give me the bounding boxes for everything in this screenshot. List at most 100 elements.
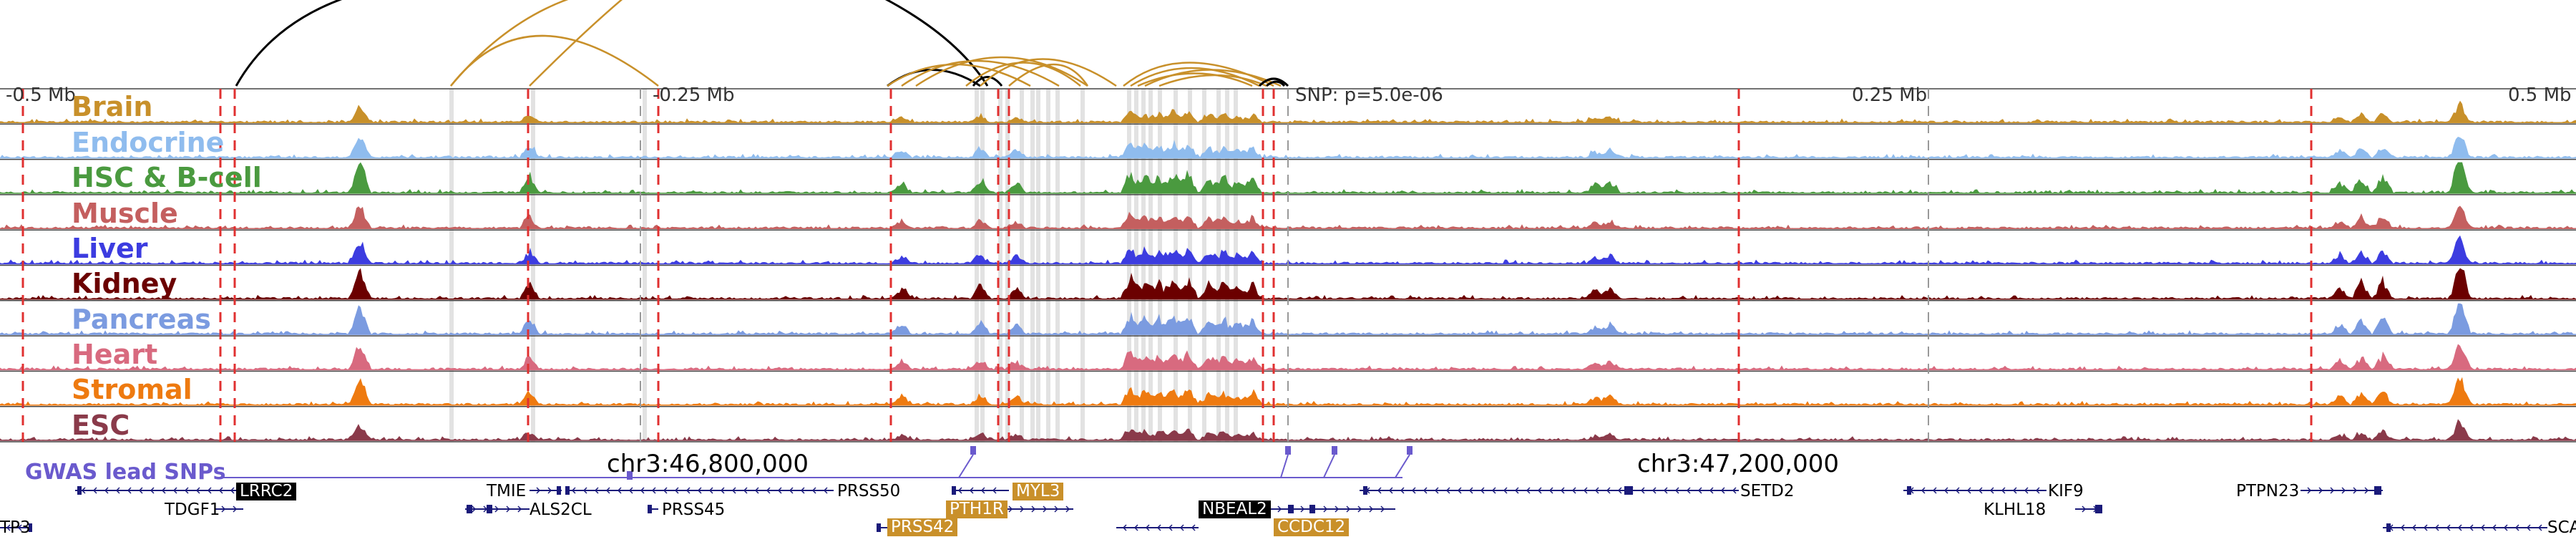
- ruler-label-right: 0.5 Mb: [2508, 84, 2572, 106]
- gene-label-setd2: SETD2: [1740, 482, 1795, 500]
- gene-label-prss50: PRSS50: [837, 482, 901, 500]
- strand-arrow: [2353, 487, 2358, 494]
- exon: [877, 523, 881, 532]
- strand-arrow: [2307, 487, 2312, 494]
- track-label-kidney: Kidney: [72, 268, 177, 299]
- strand-arrow: [777, 487, 782, 494]
- strand-arrow: [1594, 487, 1599, 494]
- snp-marker: [1332, 446, 1337, 455]
- gene-label-tp3: TP3: [0, 518, 31, 537]
- strand-arrow: [2001, 487, 2006, 494]
- strand-arrow: [1921, 487, 1926, 494]
- gene-label-nbeal2: NBEAL2: [1199, 500, 1271, 518]
- gene-label-klhl18: KLHL18: [1984, 500, 2046, 519]
- ruler-label-mid-right: 0.25 Mb: [1852, 84, 1928, 106]
- strand-arrow: [1335, 505, 1340, 513]
- gene-label-tdgf1: TDGF1: [165, 500, 220, 519]
- strand-arrow: [1369, 505, 1374, 513]
- strand-arrow: [1468, 487, 1473, 494]
- strand-arrow: [2035, 487, 2040, 494]
- track-label-endocrine: Endocrine: [72, 127, 225, 158]
- strand-arrow: [1537, 487, 1542, 494]
- track-label-heart: Heart: [72, 339, 158, 370]
- gene-model: [75, 486, 236, 495]
- strand-arrow: [1978, 487, 1983, 494]
- loop-arc: [1158, 74, 1267, 87]
- strand-arrow: [1560, 487, 1565, 494]
- track-label-liver: Liver: [72, 233, 148, 264]
- strand-arrow: [2457, 524, 2462, 531]
- strand-arrow: [2514, 524, 2519, 531]
- track-label-stromal: Stromal: [72, 374, 192, 405]
- strand-arrow: [1133, 524, 1138, 531]
- strand-arrow: [1031, 505, 1036, 513]
- strand-arrow: [2318, 487, 2323, 494]
- strand-arrow: [2341, 487, 2346, 494]
- track-label-hsc: HSC & B-cell: [72, 162, 262, 193]
- gene-label-tmie: TMIE: [487, 482, 527, 500]
- coordinate-label-left: chr3:46,800,000: [607, 450, 809, 478]
- strand-arrow: [1043, 505, 1048, 513]
- snp-connector: [958, 454, 974, 478]
- gene-model: [565, 486, 834, 495]
- gene-model: [215, 505, 243, 513]
- strand-arrow: [1571, 487, 1576, 494]
- strand-arrow: [1008, 505, 1013, 513]
- track-label-pancreas: Pancreas: [72, 304, 211, 335]
- strand-arrow: [1277, 505, 1282, 513]
- strand-arrow: [115, 487, 120, 494]
- exon: [1624, 486, 1633, 495]
- strand-arrow: [731, 487, 736, 494]
- strand-arrow: [980, 487, 985, 494]
- strand-arrow: [517, 505, 522, 513]
- strand-arrow: [2480, 524, 2485, 531]
- gene-model: [530, 486, 562, 495]
- strand-arrow: [17, 524, 22, 531]
- strand-arrow: [1357, 505, 1362, 513]
- strand-arrow: [1663, 487, 1668, 494]
- strand-arrow: [2526, 524, 2531, 531]
- strand-arrow: [536, 487, 541, 494]
- gene-label-pth1r: PTH1R: [946, 500, 1008, 518]
- loop-arc: [235, 0, 343, 87]
- gene-label-lrrc2: LRRC2: [236, 483, 297, 500]
- strand-arrow: [2492, 524, 2497, 531]
- strand-arrow: [605, 487, 610, 494]
- track-label-esc: ESC: [72, 410, 130, 441]
- strand-arrow: [1966, 487, 1971, 494]
- strand-arrow: [138, 487, 143, 494]
- strand-arrow: [506, 505, 511, 513]
- gene-models: [0, 486, 2547, 532]
- strand-arrow: [628, 487, 633, 494]
- snp-marker: [1407, 446, 1413, 455]
- track-label-muscle: Muscle: [72, 198, 178, 229]
- strand-arrow: [1323, 505, 1328, 513]
- strand-arrow: [172, 487, 177, 494]
- strand-arrow: [494, 505, 499, 513]
- strand-arrow: [1943, 487, 1948, 494]
- strand-arrow: [1732, 487, 1737, 494]
- strand-arrow: [708, 487, 713, 494]
- strand-arrow: [1179, 524, 1184, 531]
- strand-arrow: [957, 487, 962, 494]
- gene-model: [465, 505, 530, 513]
- gene-model: [1002, 505, 1073, 513]
- strand-arrow: [992, 487, 997, 494]
- gwas-snp-track: [215, 446, 1413, 480]
- strand-arrow: [1445, 487, 1450, 494]
- gene-label-als2cl: ALS2CL: [530, 500, 592, 519]
- strand-arrow: [1617, 487, 1622, 494]
- strand-arrow: [720, 487, 725, 494]
- strand-arrow: [1380, 505, 1385, 513]
- strand-arrow: [2434, 524, 2439, 531]
- strand-arrow: [218, 487, 223, 494]
- strand-arrow: [571, 487, 576, 494]
- strand-arrow: [104, 487, 109, 494]
- strand-arrow: [2364, 487, 2369, 494]
- loop-arc: [529, 0, 623, 87]
- strand-arrow: [1122, 524, 1127, 531]
- strand-arrow: [1065, 505, 1070, 513]
- strand-arrow: [1300, 505, 1305, 513]
- signal-area: [0, 268, 2576, 299]
- strand-arrow: [1400, 487, 1405, 494]
